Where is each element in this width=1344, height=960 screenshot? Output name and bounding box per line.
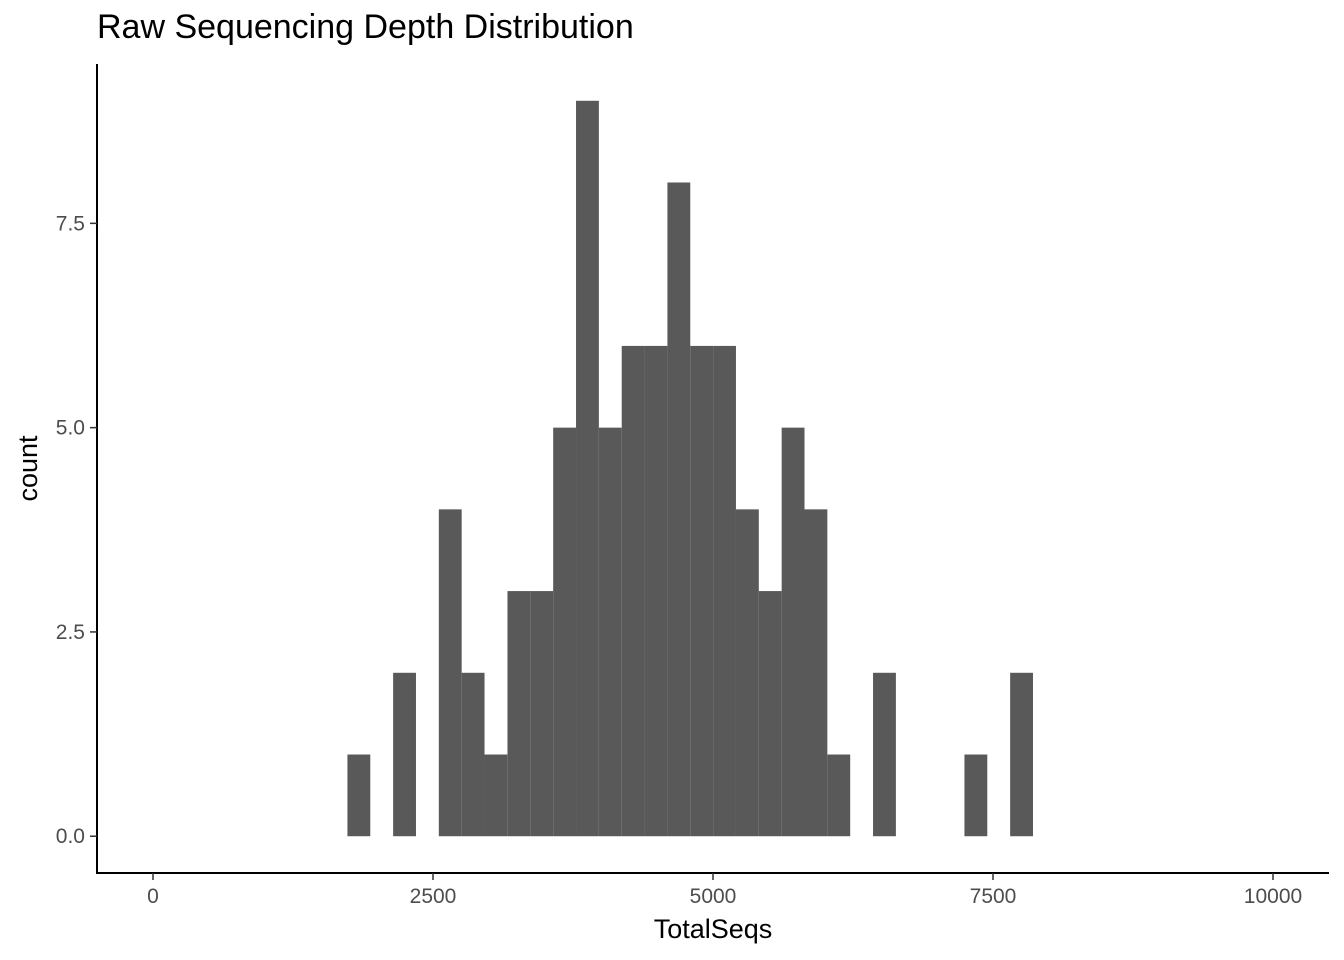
histogram-bar bbox=[964, 754, 988, 837]
histogram-bar bbox=[393, 672, 416, 837]
histogram-bar bbox=[781, 427, 805, 837]
y-tick-label: 2.5 bbox=[56, 621, 85, 644]
x-tick-label: 5000 bbox=[690, 885, 737, 908]
x-tick-label: 0 bbox=[147, 885, 159, 908]
histogram-bar bbox=[576, 100, 599, 837]
histogram-bar bbox=[553, 427, 577, 837]
histogram-bars bbox=[347, 100, 1033, 837]
histogram-bar bbox=[735, 509, 759, 837]
histogram-bar bbox=[644, 345, 668, 837]
histogram-bar bbox=[598, 427, 622, 837]
y-tick-label: 7.5 bbox=[56, 212, 85, 235]
histogram-bar bbox=[438, 509, 462, 837]
histogram-bar bbox=[530, 591, 554, 837]
histogram-bar bbox=[507, 591, 531, 837]
y-tick-label: 5.0 bbox=[56, 417, 85, 440]
histogram-bar bbox=[804, 509, 828, 837]
x-axis-title: TotalSeqs bbox=[654, 914, 773, 944]
histogram-bar bbox=[484, 754, 508, 837]
chart-title: Raw Sequencing Depth Distribution bbox=[97, 8, 634, 46]
histogram-bar bbox=[621, 345, 645, 837]
y-axis-ticks: 0.0 2.5 5.0 7.5 bbox=[56, 212, 97, 848]
histogram-bar bbox=[1010, 672, 1033, 837]
histogram-bar bbox=[713, 345, 736, 837]
histogram-bar bbox=[758, 591, 782, 837]
histogram-bar bbox=[461, 672, 485, 837]
histogram-bar bbox=[667, 182, 691, 837]
x-axis-ticks: 0 2500 5000 7500 10000 bbox=[147, 873, 1302, 908]
x-tick-label: 2500 bbox=[410, 885, 457, 908]
x-tick-label: 10000 bbox=[1244, 885, 1302, 908]
histogram-bar bbox=[347, 754, 371, 837]
x-tick-label: 7500 bbox=[970, 885, 1017, 908]
y-axis-title: count bbox=[13, 435, 43, 502]
histogram-bar bbox=[827, 754, 851, 837]
histogram-bar bbox=[873, 672, 896, 837]
y-tick-label: 0.0 bbox=[56, 825, 85, 848]
histogram-bar bbox=[690, 345, 714, 837]
